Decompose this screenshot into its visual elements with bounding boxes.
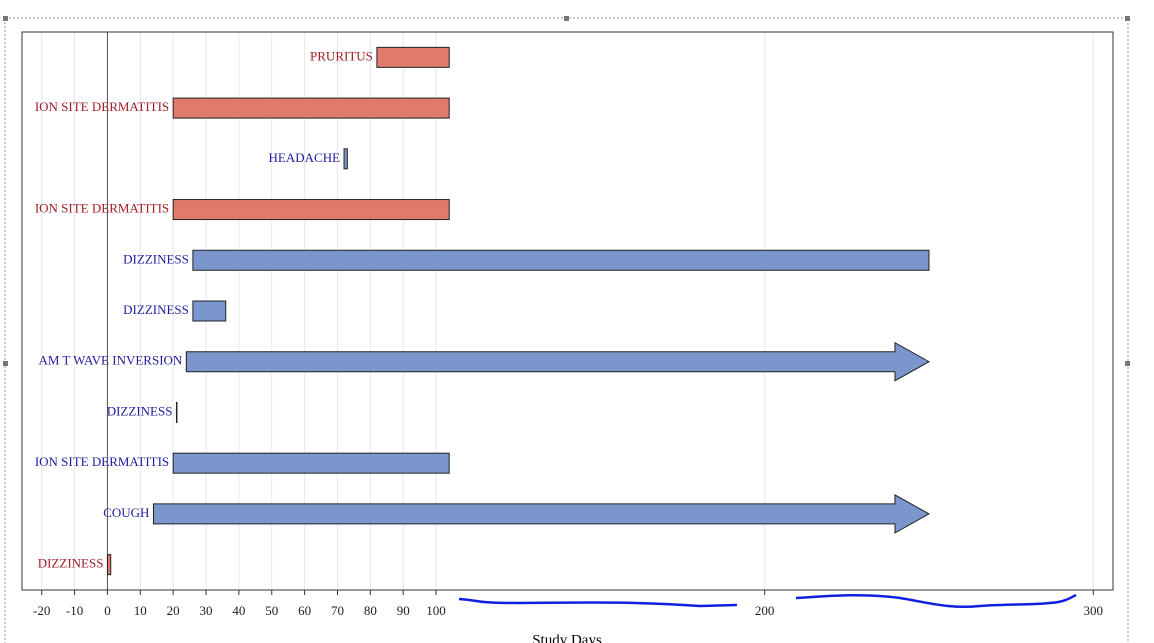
- x-tick-label: 20: [167, 603, 180, 618]
- event-arrow: [152, 494, 931, 534]
- x-tick-label: 70: [331, 603, 344, 618]
- plot-frame: [21, 31, 1114, 591]
- event-label: DIZZINESS: [38, 556, 104, 571]
- x-axis-label: Study Days: [532, 632, 602, 643]
- event-bar: [376, 46, 450, 68]
- x-tick-label: -10: [66, 603, 83, 618]
- annotation-scribble: [795, 593, 1077, 609]
- event-label: PRURITUS: [310, 48, 373, 63]
- annotation-scribble: [458, 597, 738, 608]
- event-label: ION SITE DERMATITIS: [35, 201, 169, 216]
- x-tick-label: 30: [200, 603, 213, 618]
- event-bar: [192, 249, 930, 271]
- x-tick-label: 10: [134, 603, 147, 618]
- event-bar: [175, 401, 178, 423]
- event-bar: [106, 554, 112, 576]
- x-tick-label: 300: [1084, 603, 1104, 618]
- event-bar: [172, 199, 450, 221]
- event-label: DIZZINESS: [107, 403, 173, 418]
- x-tick-label: -20: [33, 603, 50, 618]
- x-tick-label: 100: [426, 603, 446, 618]
- x-tick-label: 0: [104, 603, 111, 618]
- event-label: DIZZINESS: [123, 251, 189, 266]
- x-tick-label: 60: [298, 603, 311, 618]
- event-label: COUGH: [103, 505, 149, 520]
- handle: [564, 16, 569, 21]
- event-label: DIZZINESS: [123, 302, 189, 317]
- event-label: HEADACHE: [269, 150, 341, 165]
- handle: [3, 361, 8, 366]
- event-bar: [343, 148, 348, 170]
- x-tick-label: 40: [232, 603, 245, 618]
- x-tick-label: 90: [397, 603, 410, 618]
- event-label: ION SITE DERMATITIS: [35, 454, 169, 469]
- event-bar: [172, 452, 450, 474]
- handle: [1125, 16, 1130, 21]
- event-bar: [192, 300, 227, 322]
- event-bar: [172, 97, 450, 119]
- event-label: AM T WAVE INVERSION: [38, 353, 182, 368]
- handle: [1125, 361, 1130, 366]
- event-label: ION SITE DERMATITIS: [35, 99, 169, 114]
- event-arrow: [185, 341, 931, 382]
- x-tick-label: 80: [364, 603, 377, 618]
- x-tick-label: 50: [265, 603, 278, 618]
- x-tick-label: 200: [755, 603, 775, 618]
- handle: [3, 16, 8, 21]
